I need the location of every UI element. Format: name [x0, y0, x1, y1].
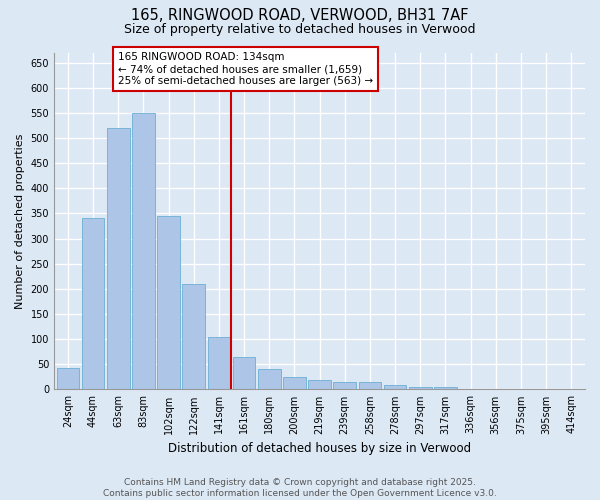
Bar — [56, 368, 79, 390]
Bar — [283, 377, 305, 390]
Text: 165 RINGWOOD ROAD: 134sqm
← 74% of detached houses are smaller (1,659)
25% of se: 165 RINGWOOD ROAD: 134sqm ← 74% of detac… — [118, 52, 373, 86]
Bar — [308, 380, 331, 390]
Bar — [82, 218, 104, 390]
Bar — [182, 284, 205, 390]
Bar — [383, 386, 406, 390]
X-axis label: Distribution of detached houses by size in Verwood: Distribution of detached houses by size … — [168, 442, 471, 455]
Y-axis label: Number of detached properties: Number of detached properties — [15, 134, 25, 308]
Bar — [409, 387, 431, 390]
Bar — [157, 216, 180, 390]
Bar — [434, 387, 457, 390]
Text: Size of property relative to detached houses in Verwood: Size of property relative to detached ho… — [124, 22, 476, 36]
Bar — [208, 336, 230, 390]
Text: Contains HM Land Registry data © Crown copyright and database right 2025.
Contai: Contains HM Land Registry data © Crown c… — [103, 478, 497, 498]
Bar — [334, 382, 356, 390]
Text: 165, RINGWOOD ROAD, VERWOOD, BH31 7AF: 165, RINGWOOD ROAD, VERWOOD, BH31 7AF — [131, 8, 469, 22]
Bar — [258, 370, 281, 390]
Bar — [107, 128, 130, 390]
Bar — [132, 113, 155, 390]
Bar — [233, 356, 256, 390]
Bar — [359, 382, 381, 390]
